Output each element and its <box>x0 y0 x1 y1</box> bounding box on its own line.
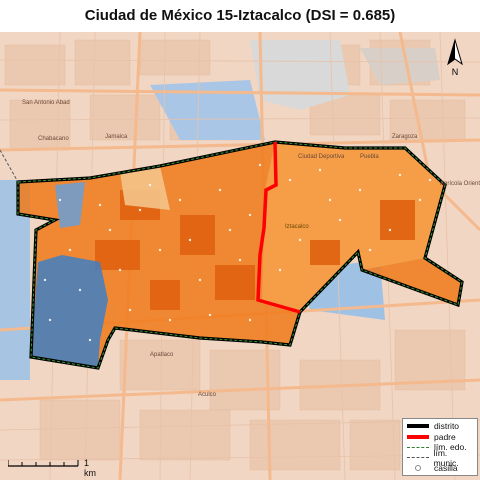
place-label: Apatlaco <box>150 352 174 358</box>
municipal-limit-line <box>0 149 19 183</box>
legend-label: lím. munic. <box>433 447 459 468</box>
district-light-zone <box>262 142 445 312</box>
legend-item-lim-munic: lím. munic. <box>406 448 474 468</box>
scale-bar: 1 km <box>7 458 96 478</box>
padre-swatch <box>407 434 429 439</box>
legend-item-distrito: distrito <box>406 421 474 432</box>
state-limit-line <box>17 141 463 369</box>
district-blue-light <box>55 182 85 228</box>
place-label: Zaragoza <box>392 134 418 140</box>
legend-label: padre <box>434 431 456 442</box>
place-label: San Antonio Abad <box>22 100 70 106</box>
minor-roads <box>0 32 480 480</box>
distrito-swatch <box>407 424 429 429</box>
scale-bar-icon <box>7 460 79 467</box>
casilla-markers <box>43 163 432 342</box>
casilla-swatch <box>415 465 421 472</box>
north-label: N <box>452 67 459 77</box>
place-label: Chabacano <box>38 136 69 142</box>
map-title: Ciudad de México 15-Iztacalco (DSI = 0.6… <box>0 0 480 32</box>
gray-zone <box>250 40 350 110</box>
legend-label: distrito <box>434 421 460 432</box>
district-blue-zone <box>31 255 108 368</box>
padre-boundary <box>256 141 301 314</box>
legend-item-padre: padre <box>406 432 474 443</box>
place-label: Jamaica <box>105 134 128 140</box>
scale-label: 1 km <box>84 458 96 478</box>
state-limit-swatch <box>407 446 429 448</box>
place-label: Iztacalco <box>285 224 309 230</box>
municipal-limit-swatch <box>406 457 429 459</box>
place-label: Aculco <box>198 392 217 398</box>
legend-label: casilla <box>434 463 458 474</box>
place-label: Ciudad Deportiva <box>298 154 345 160</box>
legend-item-casilla: casilla <box>406 463 474 474</box>
district-yellow-zone <box>120 166 170 210</box>
place-label: Agrícola Oriental <box>440 181 480 187</box>
legend-item-lim-edo: lím. edo. <box>406 442 474 453</box>
blue-zone-north <box>150 80 265 140</box>
map-canvas[interactable]: San Antonio Abad Chabacano Jamaica Iztac… <box>0 32 480 480</box>
gray-zone <box>360 48 440 85</box>
place-label: Puebla <box>360 154 379 160</box>
legend-label: lím. edo. <box>434 442 467 453</box>
north-arrow-icon: N <box>447 38 463 77</box>
legend: distrito padre lím. edo. lím. munic. cas… <box>402 418 478 476</box>
